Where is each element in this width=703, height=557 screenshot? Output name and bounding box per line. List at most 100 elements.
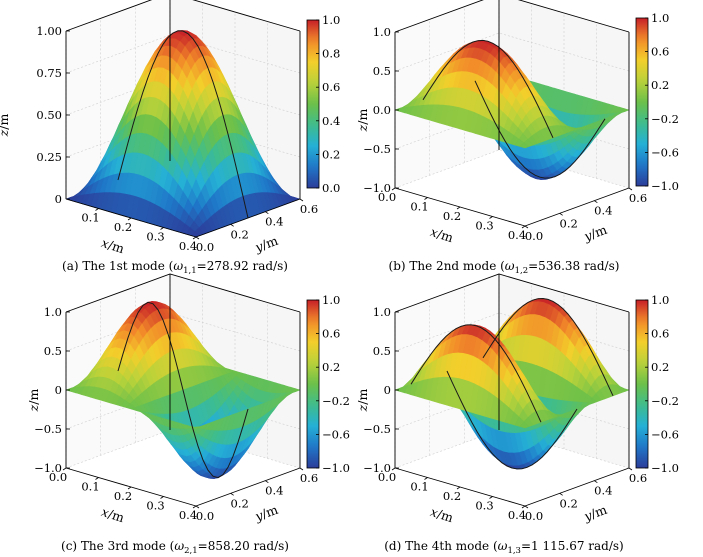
x-axis-label: x/m — [429, 504, 456, 525]
z-tick-label: 1.0 — [373, 305, 391, 319]
z-tick-label: 0.75 — [36, 66, 62, 80]
y-tick-mark — [594, 480, 598, 483]
z-gridline — [65, 76, 301, 116]
y-tick-label: 0.0 — [196, 509, 214, 523]
x-tick-mark — [391, 187, 396, 191]
z-tick-label: 0.5 — [373, 64, 391, 78]
panel-mode-2-1: −1.0−0.500.51.00.00.10.20.30.40.00.20.40… — [26, 273, 350, 556]
x-axis-symbol: x — [429, 224, 440, 240]
x-tick-label: 0.0 — [378, 470, 396, 484]
colorbar-tick-label: −1.0 — [651, 461, 679, 475]
y-axis-unit: /m — [589, 222, 609, 242]
colorbar-gradient — [306, 299, 320, 469]
axes-edges: −1.0−0.500.51.00.00.10.20.30.40.00.20.40… — [355, 273, 647, 525]
y-tick-mark — [628, 187, 633, 191]
x-tick-label: 0.2 — [443, 489, 461, 503]
z-gridline — [394, 390, 630, 430]
y-tick-label: 0.0 — [196, 240, 214, 254]
z-axis-symbol: z — [355, 124, 370, 132]
colorbar-gradient — [635, 299, 649, 469]
y-tick-mark — [299, 198, 304, 202]
top-edge — [65, 0, 301, 32]
z-axis-label: z/m — [0, 114, 11, 138]
x-tick-mark — [456, 486, 461, 490]
x-tick-mark — [521, 225, 526, 229]
x-tick-label: 0.4 — [508, 508, 526, 522]
x-tick-label: 0.2 — [114, 220, 132, 234]
x-tick-label: 0.3 — [475, 499, 493, 513]
x-tick-mark — [160, 496, 164, 499]
caption-text: (c) The 3rd mode ( — [61, 539, 174, 553]
colorbar-tick-label: 0.2 — [322, 147, 340, 161]
ridge-line — [482, 297, 614, 397]
caption-omega: ω — [505, 259, 515, 273]
colorbar: −1.0 −0.6 −0.2 0.2 0.6 1.0 — [635, 11, 679, 193]
y-tick-mark — [265, 480, 269, 483]
x-tick-label: 0.3 — [146, 230, 164, 244]
colorbar-tick-label: −1.0 — [651, 179, 679, 193]
colorbar-tick-label: 0.6 — [322, 80, 340, 94]
z-axis-label: z/m — [355, 109, 370, 133]
surface-patch — [190, 426, 201, 429]
colorbar-tick-label: 0.2 — [651, 78, 669, 92]
colorbar-tick-label: −0.6 — [322, 427, 350, 441]
ridge-line — [117, 301, 249, 479]
ridge-line — [422, 39, 554, 139]
colorbar-tick-label: 1.0 — [322, 13, 340, 27]
x-tick-label: 0.2 — [443, 209, 461, 223]
colorbar-tick-label: 0.4 — [322, 114, 340, 128]
z-tick-label: −0.5 — [363, 422, 391, 436]
panel-caption: (a) The 1st mode (ω1,1=278.92 rad/s) — [62, 259, 288, 276]
x-axis-symbol: x — [100, 235, 111, 251]
y-tick-label: 0.6 — [629, 191, 647, 205]
y-tick-mark — [230, 493, 234, 496]
z-gridline — [394, 429, 630, 469]
colorbar-tick-label: 0.6 — [651, 327, 669, 341]
x-tick-mark — [95, 477, 99, 480]
y-tick-label: 0.6 — [300, 471, 318, 485]
top-edge — [394, 0, 630, 33]
caption-subscript: 1,3 — [507, 546, 521, 556]
z-axis-symbol: z — [0, 129, 11, 137]
y-tick-label: 0.4 — [265, 215, 283, 229]
panel-mode-1-3: −1.0−0.500.51.00.00.10.20.30.40.00.20.40… — [355, 273, 679, 556]
axes-edges: −1.0−0.500.51.00.00.10.20.30.40.00.20.40… — [26, 273, 318, 525]
colorbar: −1.0 −0.6 −0.2 0.2 0.6 1.0 — [306, 293, 350, 475]
y-tick-label: 0.4 — [594, 484, 612, 498]
colorbar: 0.0 0.2 0.4 0.6 0.8 1.0 — [306, 13, 340, 195]
z-axis-label: z/m — [355, 389, 370, 413]
y-tick-mark — [594, 200, 598, 203]
x-tick-label: 0.4 — [179, 508, 197, 522]
x-tick-mark — [95, 208, 99, 211]
surface — [394, 298, 630, 470]
caption-frequency: =536.38 rad/s) — [528, 259, 619, 273]
x-axis-label: x/m — [429, 224, 456, 245]
z-tick-label: −0.5 — [34, 422, 62, 436]
caption-omega: ω — [173, 259, 183, 273]
axes-edges: −1.0−0.50.00.51.00.00.10.20.30.40.00.20.… — [355, 0, 647, 245]
z-tick-label: 0.5 — [44, 344, 62, 358]
z-axis-unit: /m — [0, 114, 11, 130]
y-axis-unit: /m — [589, 502, 609, 522]
y-axis-unit: /m — [260, 233, 280, 253]
x-tick-label: 0.0 — [378, 190, 396, 204]
colorbar-tick-label: −0.2 — [651, 112, 679, 126]
colorbar-tick-label: 0.8 — [322, 47, 340, 61]
caption-omega: ω — [174, 539, 184, 553]
caption-frequency: =858.20 rad/s) — [198, 539, 289, 553]
panel-caption: (c) The 3rd mode (ω2,1=858.20 rad/s) — [61, 539, 289, 556]
z-tick-label: 1.00 — [36, 24, 62, 38]
z-axis-symbol: z — [26, 404, 41, 412]
y-axis-label: y/m — [581, 222, 609, 244]
y-axis-line — [524, 187, 630, 227]
x-tick-mark — [192, 236, 197, 240]
y-tick-mark — [195, 505, 200, 509]
z-tick-label: −0.5 — [363, 142, 391, 156]
panel-caption: (b) The 2nd mode (ω1,2=536.38 rad/s) — [389, 259, 620, 276]
x-tick-label: 0.1 — [410, 200, 428, 214]
x-axis-unit: /m — [106, 506, 126, 525]
z-axis-label: z/m — [26, 389, 41, 413]
surface-ridges — [410, 297, 614, 470]
ridge-line — [446, 370, 578, 470]
y-axis-unit: /m — [260, 502, 280, 522]
